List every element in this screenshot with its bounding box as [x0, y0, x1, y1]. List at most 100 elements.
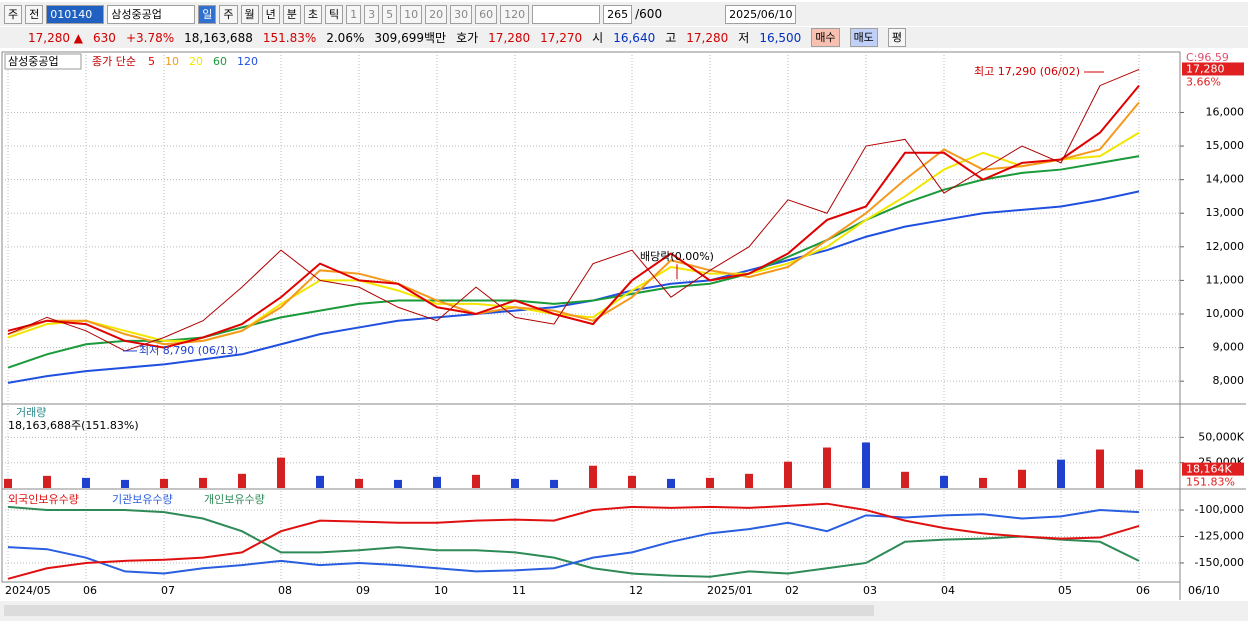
rate: +3.78% — [125, 30, 175, 45]
period[interactable]: 월 — [240, 4, 259, 24]
mode[interactable]: 전 — [25, 4, 44, 24]
annotation: 최저 8,790 (06/13) — [139, 344, 238, 357]
interval[interactable]: 20 — [425, 4, 448, 24]
scroll-thumb[interactable] — [4, 605, 874, 616]
y-tick-label: 50,000K — [1198, 430, 1244, 443]
volume-bar — [511, 478, 519, 488]
volume-bar — [355, 478, 363, 488]
period[interactable]: 주 — [219, 4, 238, 24]
period[interactable]: 년 — [261, 4, 280, 24]
volume-bar — [277, 457, 285, 488]
series-line — [7, 84, 1140, 349]
bid: 17,270 — [540, 30, 583, 45]
volume-ratio: 151.83% — [262, 30, 317, 45]
market[interactable]: 주 — [4, 4, 23, 24]
volume-bar — [667, 478, 675, 488]
y-tick-label: 8,000 — [1213, 374, 1245, 387]
volume-bar — [82, 477, 90, 488]
y-tick-label: 16,000 — [1206, 105, 1245, 118]
x-tick-label: 11 — [512, 584, 526, 597]
open: 16,640 — [613, 30, 656, 45]
y-tick-label: 15,000 — [1206, 139, 1245, 152]
right-label: 151.83% — [1186, 476, 1235, 489]
x-tick-label: 08 — [278, 584, 292, 597]
volume-bar — [940, 475, 948, 488]
volume-bar — [745, 473, 753, 488]
avg-button[interactable]: 평 — [887, 28, 906, 47]
sell-button[interactable]: 매도 — [849, 28, 878, 47]
legend-entry: 기관보유수량 — [112, 493, 173, 506]
y-tick-label: 13,000 — [1206, 206, 1245, 219]
volume-bar — [238, 473, 246, 488]
legend-entry: 120 — [237, 55, 258, 68]
x-tick-label: 04 — [941, 584, 955, 597]
y-tick-label: 12,000 — [1206, 240, 1245, 253]
volume-bar — [784, 461, 792, 488]
volume-bar — [1057, 459, 1065, 488]
volume-bar — [1096, 449, 1104, 488]
chart: 8,000 9,000 10,000 11,000 12,000 13,000 14,000… — [0, 51, 1248, 621]
right-label: 18,164K — [1186, 463, 1232, 476]
volume-bar — [862, 442, 870, 488]
legend-entry: 10 — [165, 55, 179, 68]
volume-bar — [979, 477, 987, 488]
volume-bar — [199, 477, 207, 488]
y-tick-label: 10,000 — [1206, 307, 1245, 320]
interval[interactable]: 60 — [475, 4, 498, 24]
period[interactable]: 틱 — [325, 4, 344, 24]
legend-box — [4, 53, 82, 70]
y-tick-label: -150,000 — [1195, 556, 1244, 569]
panel-title: 거래량 — [16, 406, 46, 419]
period[interactable]: 일 — [198, 4, 217, 24]
turnover: 2.06% — [326, 30, 365, 45]
interval[interactable]: 120 — [500, 4, 530, 24]
volume-bar — [4, 478, 12, 488]
legend-entry: 60 — [213, 55, 227, 68]
interval[interactable]: 5 — [382, 4, 398, 24]
right-label: C:96.59 — [1186, 51, 1229, 64]
low-label: 저 — [738, 31, 750, 45]
x-tick-label: 2025/01 — [707, 584, 753, 597]
legend-entry: 외국인보유수량 — [8, 493, 79, 506]
count-max: /600 — [635, 7, 663, 21]
volume-bar — [1018, 469, 1026, 488]
series-line — [7, 69, 1140, 352]
volume-bar — [43, 475, 51, 488]
x-tick-label: 06 — [1136, 584, 1150, 597]
last-price-box — [1182, 62, 1244, 76]
right-label: 3.66% — [1186, 75, 1221, 88]
low: 16,500 — [759, 30, 802, 45]
y-tick-label: -125,000 — [1195, 530, 1244, 543]
code[interactable]: 010140 — [46, 4, 105, 24]
date[interactable]: 2025/06/10 — [725, 4, 797, 24]
x-tick-label: 03 — [863, 584, 877, 597]
interval[interactable]: 30 — [450, 4, 473, 24]
period[interactable]: 초 — [303, 4, 322, 24]
volume-bar — [394, 479, 402, 488]
interval[interactable]: 1 — [346, 4, 362, 24]
amount: 309,699백만 — [374, 31, 447, 45]
series-line — [7, 190, 1140, 384]
volume-bar — [472, 474, 480, 488]
panel-subtitle: 18,163,688주(151.83%) — [8, 419, 139, 432]
period[interactable]: 분 — [282, 4, 301, 24]
x-tick-label: 10 — [434, 584, 448, 597]
high-label: 고 — [665, 31, 677, 45]
right-label: 17,280 — [1186, 62, 1225, 75]
interval[interactable]: 3 — [364, 4, 380, 24]
count[interactable]: 265 — [603, 4, 633, 24]
volume-bar — [160, 478, 168, 488]
interval[interactable]: 10 — [400, 4, 423, 24]
volume-bar — [316, 475, 324, 488]
volume-bar — [706, 477, 714, 488]
volume: 18,163,688 — [184, 30, 253, 45]
bid-label: 호가 — [456, 31, 479, 45]
volume-bar — [901, 471, 909, 488]
open-label: 시 — [592, 31, 604, 45]
annotation: 최고 17,290 (06/02) — [974, 65, 1080, 78]
stock-name[interactable]: 삼성중공업 — [107, 4, 196, 24]
ask: 17,280 — [488, 30, 531, 45]
buy-button[interactable]: 매수 — [811, 28, 840, 47]
legend-entry: 20 — [189, 55, 203, 68]
